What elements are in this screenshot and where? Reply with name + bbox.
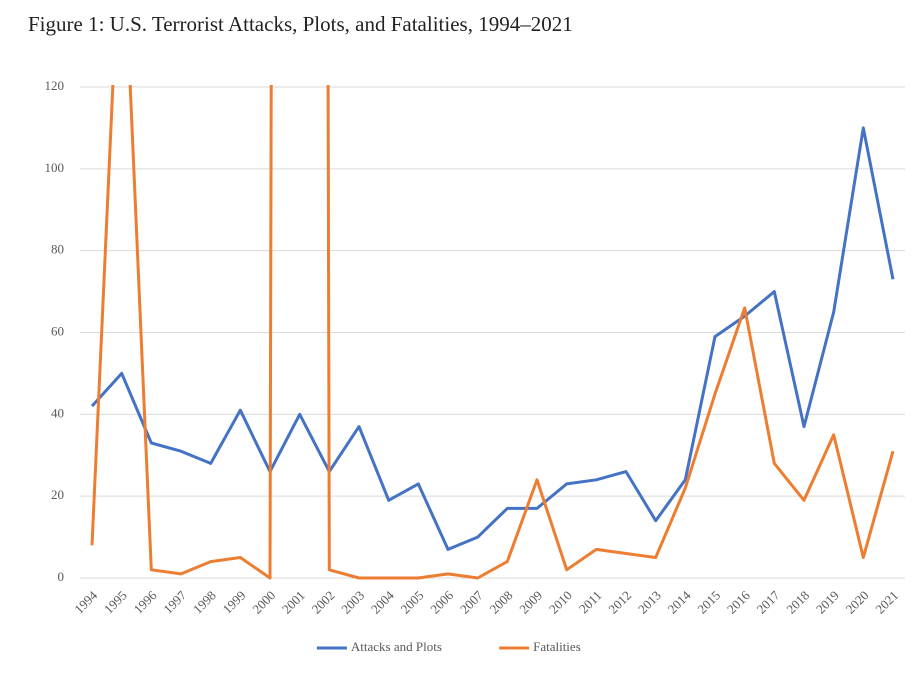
- x-tick-label: 1998: [190, 588, 219, 617]
- x-tick-label: 2013: [635, 588, 664, 617]
- series-line: [90, 85, 895, 580]
- legend-label: Fatalities: [533, 639, 581, 654]
- x-tick-label: 2011: [576, 588, 605, 617]
- x-tick-label: 2004: [368, 587, 397, 616]
- x-tick-label: 1999: [220, 588, 249, 617]
- y-tick-label: 60: [51, 323, 64, 338]
- x-tick-label: 2010: [546, 588, 575, 617]
- x-tick-label: 2015: [694, 588, 723, 617]
- y-tick-label: 80: [51, 242, 64, 257]
- x-tick-label: 2007: [457, 587, 486, 616]
- x-tick-label: 1994: [71, 587, 100, 616]
- x-tick-label: 2006: [427, 587, 456, 616]
- y-tick-label: 120: [45, 78, 65, 93]
- x-tick-label: 2014: [665, 587, 694, 616]
- x-tick-label: 2020: [843, 588, 872, 617]
- series-line: [90, 126, 895, 551]
- x-tick-label: 2021: [872, 588, 901, 617]
- x-tick-label: 2017: [754, 587, 783, 616]
- x-tick-label: 2019: [813, 588, 842, 617]
- x-tick-label: 2008: [487, 588, 516, 617]
- x-tick-label: 1996: [131, 587, 160, 616]
- y-tick-label: 40: [51, 405, 64, 420]
- y-tick-label: 100: [45, 160, 65, 175]
- x-tick-label: 2001: [279, 588, 308, 617]
- x-tick-label: 2012: [605, 588, 634, 617]
- x-tick-label: 2005: [398, 588, 427, 617]
- x-tick-label: 2016: [724, 587, 753, 616]
- chart-title: Figure 1: U.S. Terrorist Attacks, Plots,…: [28, 12, 573, 36]
- x-tick-label: 2003: [338, 588, 367, 617]
- y-tick-label: 0: [58, 569, 65, 584]
- x-tick-label: 1997: [160, 587, 189, 616]
- x-tick-label: 2002: [309, 588, 338, 617]
- y-tick-label: 20: [51, 487, 64, 502]
- x-tick-label: 2018: [783, 588, 812, 617]
- x-tick-label: 1995: [101, 588, 130, 617]
- x-tick-label: 2000: [249, 588, 278, 617]
- x-tick-label: 2009: [516, 588, 545, 617]
- legend-label: Attacks and Plots: [351, 639, 442, 654]
